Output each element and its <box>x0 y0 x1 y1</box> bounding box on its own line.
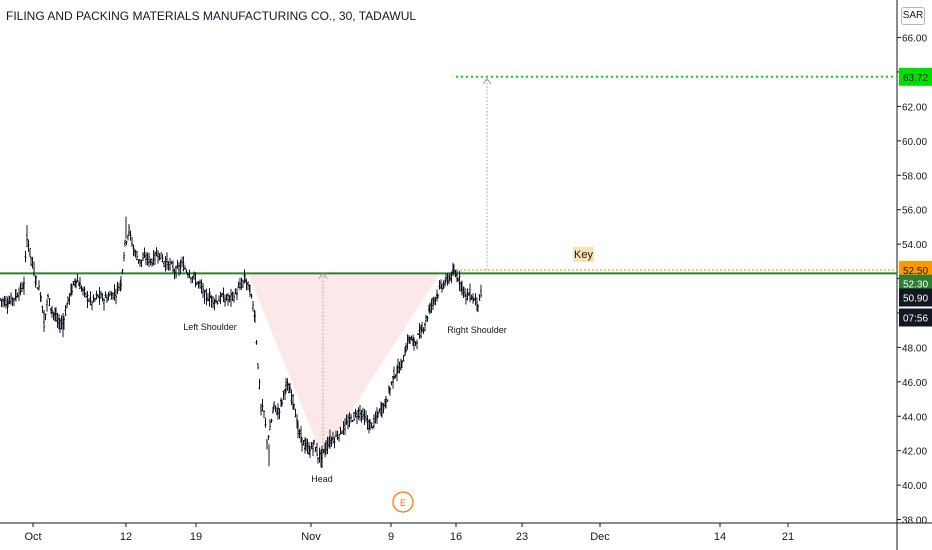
bar-countdown: 07:56 <box>903 313 928 324</box>
price-tick-label: 58.00 <box>902 171 927 182</box>
key-label-bg <box>573 246 594 262</box>
time-tick-label: 9 <box>388 531 394 543</box>
key-label: Key <box>574 249 593 261</box>
last-price-label: 50.90 <box>903 293 928 304</box>
last-price-label-bg <box>899 288 932 307</box>
earnings-label: E <box>400 498 406 508</box>
price-tick-label: 56.00 <box>902 206 927 217</box>
price-tick-label: 38.00 <box>902 516 927 527</box>
price-tick-label: 66.00 <box>902 34 927 45</box>
earnings-marker <box>392 491 414 513</box>
neckline-price-label: 52.30 <box>903 280 928 291</box>
time-tick-label: 21 <box>782 531 794 543</box>
price-tick-label: 46.00 <box>902 378 927 389</box>
price-tick-label: 40.00 <box>902 481 927 492</box>
time-tick-label: 14 <box>714 531 726 543</box>
time-tick-label: 19 <box>190 531 202 543</box>
right-shoulder-label: Right Shoulder <box>447 325 507 335</box>
time-axis[interactable]: Oct 12 19 Nov 9 16 23 Dec 14 21 <box>0 522 932 543</box>
time-tick-label: 16 <box>450 531 462 543</box>
time-tick-label: Nov <box>301 531 321 543</box>
currency-button[interactable]: SAR <box>901 7 925 25</box>
price-tick-label: 62.00 <box>902 102 927 113</box>
price-tick-label: 44.00 <box>902 412 927 423</box>
projection-arrow <box>482 77 492 85</box>
ohlc-series <box>0 216 482 468</box>
head-depth-arrow <box>318 272 328 279</box>
time-tick-label: 23 <box>516 531 528 543</box>
head-label: Head <box>311 474 333 484</box>
price-scale-labels: 63.72 52.50 52.30 50.90 07:56 <box>899 67 932 327</box>
time-tick-label: 12 <box>120 531 132 543</box>
target-price-label: 63.72 <box>903 73 928 84</box>
price-tick-label: 48.00 <box>902 343 927 354</box>
time-tick-label: Dec <box>590 531 610 543</box>
head-zone <box>248 273 440 456</box>
neckline-price-label-bg <box>899 274 932 293</box>
key-price-label-bg <box>899 260 932 279</box>
time-tick-label: Oct <box>24 531 41 543</box>
target-price-label-bg <box>899 67 932 86</box>
price-tick-label: 60.00 <box>902 137 927 148</box>
left-shoulder-label: Left Shoulder <box>183 322 237 332</box>
price-tick-label: 54.00 <box>902 240 927 251</box>
pattern-drawings: Key Left Shoulder Head Right Shoulder E <box>0 75 897 513</box>
countdown-bg <box>899 308 932 327</box>
chart-title: FILING AND PACKING MATERIALS MANUFACTURI… <box>6 9 417 23</box>
key-price-label: 52.50 <box>903 266 928 277</box>
price-tick-label: 42.00 <box>902 447 927 458</box>
